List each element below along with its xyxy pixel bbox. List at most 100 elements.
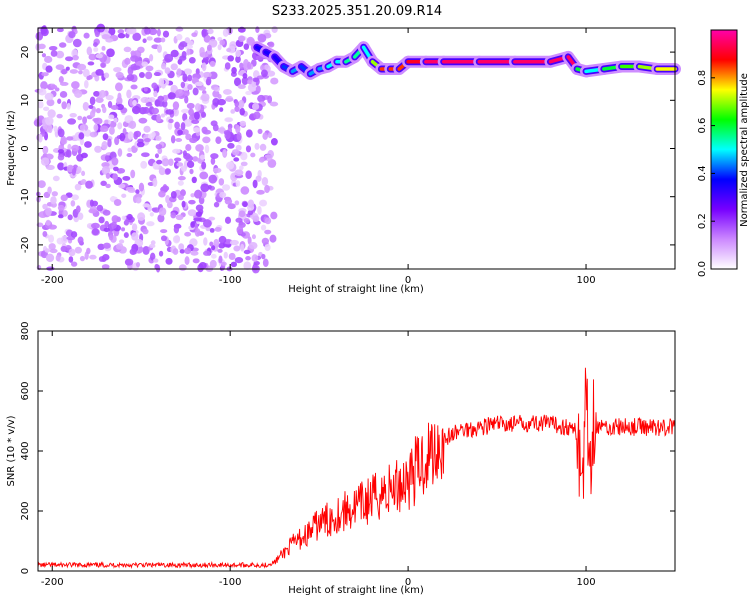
heatmap-cell xyxy=(179,55,187,61)
heatmap-cell xyxy=(170,212,177,219)
heatmap-cell xyxy=(190,221,195,228)
heatmap-cell xyxy=(172,148,181,154)
y-tick-label: 800 xyxy=(20,321,31,340)
heatmap-cell xyxy=(77,212,84,221)
heatmap-cell xyxy=(202,71,212,79)
colorbar-tick-label: 0.8 xyxy=(697,70,708,86)
heatmap-cell xyxy=(184,37,191,43)
heatmap-cell xyxy=(148,243,156,249)
heatmap-cell xyxy=(107,138,112,148)
heatmap-cell xyxy=(117,92,122,101)
heatmap-cell xyxy=(201,126,208,134)
heatmap-cell xyxy=(235,124,241,134)
heatmap-cell xyxy=(122,175,131,181)
heatmap-cell xyxy=(235,217,243,223)
heatmap-cell xyxy=(233,157,240,162)
heatmap-cell xyxy=(90,222,100,229)
heatmap-cell xyxy=(160,235,168,242)
heatmap-cell xyxy=(105,183,111,189)
heatmap-cell xyxy=(108,114,115,120)
heatmap-cell xyxy=(208,174,218,184)
heatmap-cell xyxy=(149,53,154,62)
colorbar-tick-label: 0.2 xyxy=(697,213,708,229)
heatmap-cell xyxy=(264,229,272,235)
heatmap-cell xyxy=(142,106,150,114)
heatmap-cell xyxy=(124,57,131,65)
heatmap-cell xyxy=(37,88,47,96)
heatmap-cell xyxy=(45,253,55,263)
heatmap-cell xyxy=(145,102,153,107)
heatmap-cell xyxy=(132,32,142,42)
heatmap-cell xyxy=(81,170,86,177)
heatmap-cell xyxy=(223,251,228,259)
heatmap-cell xyxy=(135,196,142,204)
heatmap-cell xyxy=(186,102,195,110)
heatmap-cell xyxy=(228,252,236,260)
heatmap-cell xyxy=(234,200,240,206)
heatmap-cell xyxy=(101,165,111,175)
heatmap-cell xyxy=(199,52,209,58)
heatmap-cell xyxy=(76,166,82,174)
heatmap-cell xyxy=(130,50,136,56)
heatmap-cell xyxy=(185,143,192,152)
heatmap-cell xyxy=(41,72,49,77)
snr-panel: -200 -100 0 100 0 200 400 600 800 Height of str… xyxy=(6,321,676,596)
heatmap-cell xyxy=(225,117,233,122)
heatmap-cell xyxy=(233,77,242,87)
heatmap-cell xyxy=(240,151,248,161)
heatmap-cell xyxy=(100,180,107,187)
plot-frame xyxy=(37,330,676,572)
heatmap-cell xyxy=(257,128,263,134)
heatmap-cell xyxy=(176,68,182,76)
heatmap-cell xyxy=(210,157,216,165)
heatmap-cell xyxy=(72,38,82,48)
heatmap-cell xyxy=(245,170,252,180)
heatmap-cell xyxy=(214,226,222,232)
heatmap-cell xyxy=(86,46,93,56)
heatmap-cell xyxy=(158,78,165,87)
heatmap-cell xyxy=(42,145,49,154)
heatmap-cell xyxy=(185,154,194,162)
heatmap-cell xyxy=(177,194,184,201)
heatmap-cell xyxy=(227,55,235,62)
heatmap-cell xyxy=(148,28,158,36)
heatmap-cell xyxy=(235,180,241,187)
heatmap-cell xyxy=(257,33,267,43)
heatmap-cell xyxy=(161,185,170,192)
heatmap-cell xyxy=(71,194,79,201)
heatmap-cell xyxy=(167,121,173,130)
heatmap-cell xyxy=(170,63,178,71)
heatmap-cell xyxy=(101,141,108,150)
heatmap-cell xyxy=(72,54,79,61)
heatmap-cell xyxy=(43,106,50,112)
heatmap-cell xyxy=(112,173,118,181)
heatmap-cell xyxy=(123,232,129,238)
heatmap-cell xyxy=(217,94,222,99)
heatmap-cell xyxy=(238,35,246,42)
y-tick-label: 10 xyxy=(20,94,31,107)
heatmap-cell xyxy=(77,236,84,244)
heatmap-cell xyxy=(210,253,217,259)
heatmap-cell xyxy=(188,199,196,205)
heatmap-cell xyxy=(184,95,189,104)
heatmap-cell xyxy=(44,123,52,133)
heatmap-cell xyxy=(103,227,110,233)
x-axis: -200 -100 0 100 xyxy=(41,28,596,286)
heatmap-cell xyxy=(211,245,216,251)
heatmap-cell xyxy=(181,165,187,172)
heatmap-cell xyxy=(183,68,193,75)
heatmap-cell xyxy=(178,42,185,51)
heatmap-cell xyxy=(195,204,204,212)
x-tick-label: 100 xyxy=(576,577,595,588)
heatmap-cell xyxy=(206,76,212,86)
heatmap-cell xyxy=(261,253,266,260)
heatmap-cell xyxy=(62,210,68,217)
heatmap-cell xyxy=(206,44,212,51)
heatmap-cell xyxy=(243,261,252,270)
x-tick-label: -100 xyxy=(219,275,242,286)
heatmap-cell xyxy=(151,207,158,212)
heatmap-cell xyxy=(240,161,248,167)
heatmap-cell xyxy=(261,237,270,245)
heatmap-cell xyxy=(224,62,231,70)
heatmap-cell xyxy=(97,243,105,251)
